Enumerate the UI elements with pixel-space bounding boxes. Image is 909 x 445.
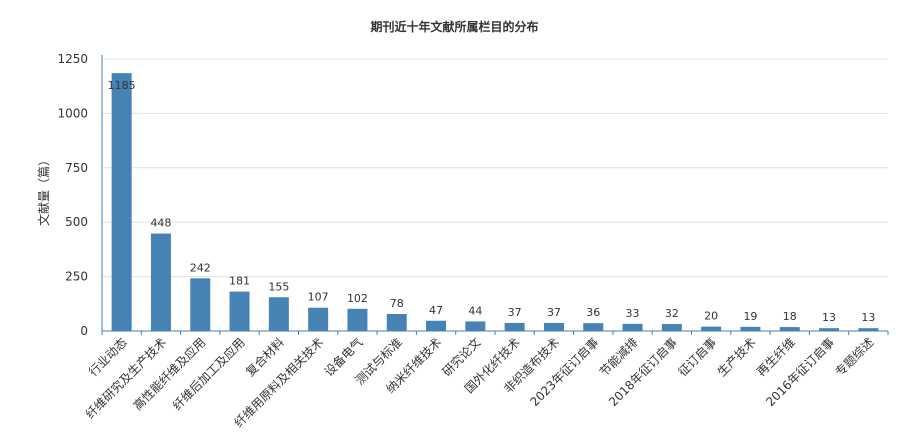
data-label: 32 (665, 307, 679, 320)
bar[interactable] (819, 328, 840, 331)
bar[interactable] (308, 307, 329, 331)
data-label: 242 (190, 261, 211, 274)
data-label: 78 (390, 297, 404, 310)
x-tick-label: 生产技术 (715, 335, 759, 379)
data-label: 47 (429, 304, 443, 317)
bar[interactable] (190, 278, 211, 331)
data-label: 181 (229, 275, 250, 288)
y-axis-title: 文献量（篇） (36, 154, 51, 226)
data-label: 37 (547, 306, 561, 319)
chart-title: 期刊近十年文献所属栏目的分布 (370, 20, 539, 34)
bar[interactable] (111, 73, 132, 332)
x-tick-label: 纤维后加工及应用 (169, 335, 247, 413)
data-label: 37 (508, 306, 522, 319)
bar[interactable] (779, 327, 800, 331)
bar[interactable] (701, 326, 722, 331)
data-label: 107 (308, 291, 329, 304)
y-tick-label: 1250 (57, 52, 88, 66)
x-tick-label: 2023年征订启事 (527, 335, 601, 409)
data-label: 13 (861, 311, 875, 324)
y-tick-label: 1000 (57, 106, 88, 120)
bar[interactable] (386, 314, 407, 331)
data-label: 44 (468, 304, 482, 317)
bar[interactable] (268, 297, 289, 331)
bar[interactable] (504, 322, 525, 331)
x-tick-label: 专题综述 (832, 335, 877, 380)
data-label: 18 (783, 310, 797, 323)
bar[interactable] (543, 322, 564, 331)
bar[interactable] (661, 324, 682, 331)
labels-layer: 0250500750100012501185行业动态448纤维研究及生产技术24… (57, 52, 876, 430)
bars-layer (111, 73, 879, 332)
x-tick-label: 高性能纤维及应用 (130, 335, 208, 413)
data-label: 102 (347, 292, 368, 305)
data-label: 36 (586, 306, 600, 319)
bar[interactable] (426, 320, 447, 331)
bar[interactable] (858, 328, 879, 331)
data-label: 448 (150, 217, 171, 230)
bar[interactable] (622, 323, 643, 331)
data-label: 20 (704, 310, 718, 323)
grid-layer (102, 58, 888, 278)
data-label: 13 (822, 311, 836, 324)
bar[interactable] (229, 291, 250, 331)
x-tick-label: 征订启事 (675, 335, 719, 379)
x-tick-label: 2016年征订启事 (763, 335, 837, 409)
data-label: 19 (743, 310, 757, 323)
y-tick-label: 750 (65, 161, 88, 175)
bar[interactable] (150, 233, 171, 331)
data-label: 1185 (108, 79, 136, 92)
y-tick-label: 250 (65, 270, 88, 284)
axis-layer (101, 55, 889, 335)
data-label: 33 (626, 307, 640, 320)
y-tick-label: 500 (65, 215, 88, 229)
data-label: 155 (268, 280, 289, 293)
bar[interactable] (347, 308, 368, 331)
x-tick-label: 2018年征订启事 (606, 335, 680, 409)
bar[interactable] (465, 321, 486, 331)
y-tick-label: 0 (80, 324, 88, 338)
bar[interactable] (583, 323, 604, 331)
bar[interactable] (740, 326, 761, 331)
